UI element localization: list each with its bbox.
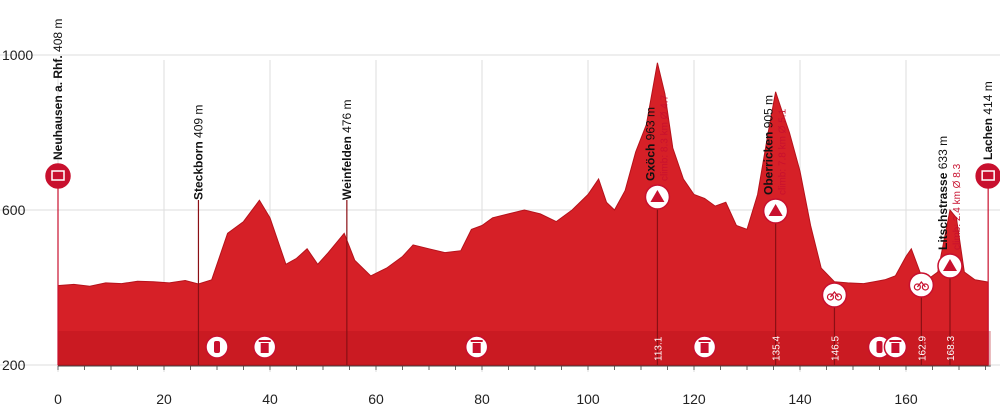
elevation-area [57, 62, 991, 366]
finish-flag-icon [51, 170, 65, 181]
y-tick-label-600: 600 [2, 202, 26, 218]
x-tick-label-120: 120 [682, 391, 706, 407]
waypoint-name: Weinfelden [340, 133, 354, 200]
bin-icon-lid [470, 340, 483, 342]
waypoint-altitude: 409 m [191, 105, 205, 138]
service-icons [205, 335, 908, 359]
bin-icon-lid [258, 340, 271, 342]
bin-icon [700, 343, 709, 353]
waypoint-text: Weinfelden 476 m [340, 100, 354, 200]
km-label-text: 113.1 [653, 336, 664, 361]
waypoint-text: Oberricken 905 m [762, 95, 776, 195]
x-tick-label-80: 80 [474, 391, 490, 407]
waypoint-name: Gхöch [643, 140, 657, 181]
marker-km-1: 162.9 [917, 336, 928, 361]
bike-icon-frame [829, 291, 839, 298]
bin-icon [260, 343, 269, 353]
bin-icon [472, 343, 481, 353]
km-label-5: 168.3 [946, 336, 957, 361]
waypoint-altitude: 414 m [981, 81, 995, 114]
waypoints: Neuhausen a. Rhf. 408 m Steckborn 409 m We… [45, 19, 1000, 365]
waypoint-label-0: Neuhausen a. Rhf. 408 m [51, 19, 65, 160]
waypoint-name: Oberricken [762, 128, 776, 195]
waypoint-climb: climb: 7.8 km Ø 5.1 [778, 108, 789, 195]
x-tick-label-160: 160 [894, 391, 918, 407]
waypoint-altitude: 963 m [643, 107, 657, 140]
water-icon [214, 341, 220, 353]
waypoint-altitude: 633 m [936, 136, 950, 169]
waypoint-text: Lachen 414 m [981, 81, 995, 160]
waypoint-name: Lachen [981, 115, 995, 160]
waypoint-altitude: 905 m [762, 95, 776, 128]
km-label-4: 135.4 [772, 336, 783, 361]
waypoint-climb: climb: 8.3 km Ø 4.7 [659, 94, 670, 181]
waypoint-name: Steckborn [191, 138, 205, 200]
bin-icon-lid [889, 340, 902, 342]
bike-icon [826, 293, 835, 301]
x-tick-label-100: 100 [576, 391, 600, 407]
y-tick-label-200: 200 [2, 357, 26, 373]
waypoint-label-2: Weinfelden 476 m [340, 100, 354, 200]
waypoint-altitude: 408 m [51, 19, 65, 52]
waypoint-text: Steckborn 409 m [191, 105, 205, 200]
waypoint-label-3: Gхöch 963 m climb: 8.3 km Ø 4.7 [643, 94, 670, 181]
waypoint-text: Neuhausen a. Rhf. 408 m [51, 19, 65, 160]
water-icon [876, 341, 883, 353]
marker-km-text: 146.5 [830, 336, 841, 361]
waypoint-name: Neuhausen a. Rhf. [51, 52, 65, 160]
marker-km-0: 146.5 [830, 336, 841, 361]
bin-icon-lid [698, 340, 711, 342]
bike-icon-wheel [834, 293, 843, 301]
bin-icon [891, 343, 900, 353]
finish-flag-icon-fill [46, 164, 70, 188]
waypoint-label-1: Steckborn 409 m [191, 105, 205, 200]
mountain-icon [650, 190, 665, 202]
waypoint-label-4: Oberricken 905 m climb: 7.8 km Ø 5.1 [762, 95, 789, 195]
x-tick-label-140: 140 [788, 391, 812, 407]
waypoint-name: Litschstrasse [936, 169, 950, 250]
x-tick-label-60: 60 [368, 391, 384, 407]
waypoint-text: Litschstrasse 633 m [936, 136, 950, 250]
bike-icon-frame [916, 281, 926, 288]
elevation-area-path [57, 62, 989, 366]
bike-icon-circle [821, 282, 848, 308]
y-tick-label-1000: 1000 [2, 47, 33, 63]
waypoint-label-6: Lachen 414 m [981, 81, 995, 160]
axes: 200 600 1000 0 20 40 60 80 100 120 140 160 [2, 47, 991, 407]
finish-line-icon-fill [976, 164, 1000, 188]
bike-icon-circle [908, 272, 935, 298]
bike-icon [913, 283, 921, 291]
km-label-text: 135.4 [772, 336, 783, 361]
x-tick-label-40: 40 [262, 391, 278, 407]
x-tick-label-0: 0 [54, 391, 62, 407]
km-label-3: 113.1 [653, 336, 664, 361]
mountain-icon [942, 259, 957, 271]
mountain-icon [768, 204, 783, 216]
km-label-text: 168.3 [946, 336, 957, 361]
finish-line-icon [981, 170, 995, 181]
marker-km-text: 162.9 [917, 336, 928, 361]
waypoint-altitude: 476 m [340, 100, 354, 133]
waypoint-text: Gхöch 963 m [643, 107, 657, 181]
route-markers: 146.5 162.9 [821, 272, 935, 365]
x-tick-label-20: 20 [156, 391, 172, 407]
bike-icon-wheel [921, 283, 929, 291]
waypoint-climb: climb: 2.4 km Ø 8.3 [952, 163, 963, 250]
